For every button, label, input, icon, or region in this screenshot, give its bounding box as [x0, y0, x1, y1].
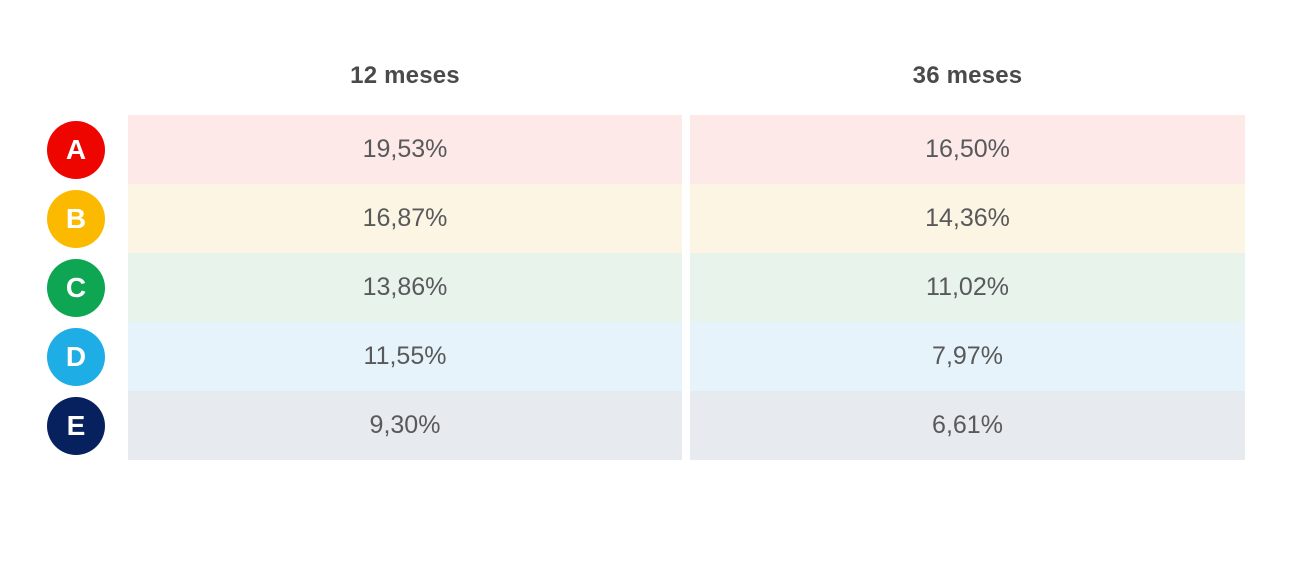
cell-12-meses: 19,53% — [128, 115, 682, 184]
cell-36-meses: 6,61% — [690, 391, 1245, 460]
column-header-36-meses: 36 meses — [912, 62, 1023, 89]
cell-12-meses: 9,30% — [128, 391, 682, 460]
table-row: E 9,30% 6,61% — [0, 391, 1295, 460]
table-header-row: 12 meses 36 meses — [0, 57, 1295, 95]
table-row: C 13,86% 11,02% — [0, 253, 1295, 322]
rates-comparison-figure: 12 meses 36 meses A 19,53% 16,50% B 16,87% 14… — [0, 57, 1295, 572]
cell-12-meses: 16,87% — [128, 184, 682, 253]
rates-table-body: A 19,53% 16,50% B 16,87% 14,36% C 13,86% 11,02% D… — [0, 115, 1295, 460]
column-header-12-meses: 12 meses — [350, 62, 460, 89]
category-badge-column: E — [0, 391, 128, 460]
category-badge: E — [47, 396, 105, 455]
cell-36-meses: 14,36% — [690, 184, 1245, 253]
category-badge-column: A — [0, 115, 128, 184]
column-gap — [682, 322, 690, 391]
column-gap — [682, 253, 690, 322]
category-badge: B — [47, 189, 105, 248]
category-badge: C — [47, 258, 105, 317]
column-gap — [682, 184, 690, 253]
column-gap — [682, 115, 690, 184]
table-row: D 11,55% 7,97% — [0, 322, 1295, 391]
column-gap — [682, 391, 690, 460]
table-row: A 19,53% 16,50% — [0, 115, 1295, 184]
cell-36-meses: 16,50% — [690, 115, 1245, 184]
category-badge: D — [47, 327, 105, 386]
cell-12-meses: 13,86% — [128, 253, 682, 322]
category-badge: A — [47, 120, 105, 179]
category-badge-column: D — [0, 322, 128, 391]
cell-12-meses: 11,55% — [128, 322, 682, 391]
table-row: B 16,87% 14,36% — [0, 184, 1295, 253]
cell-36-meses: 11,02% — [690, 253, 1245, 322]
category-badge-column: B — [0, 184, 128, 253]
cell-36-meses: 7,97% — [690, 322, 1245, 391]
category-badge-column: C — [0, 253, 128, 322]
